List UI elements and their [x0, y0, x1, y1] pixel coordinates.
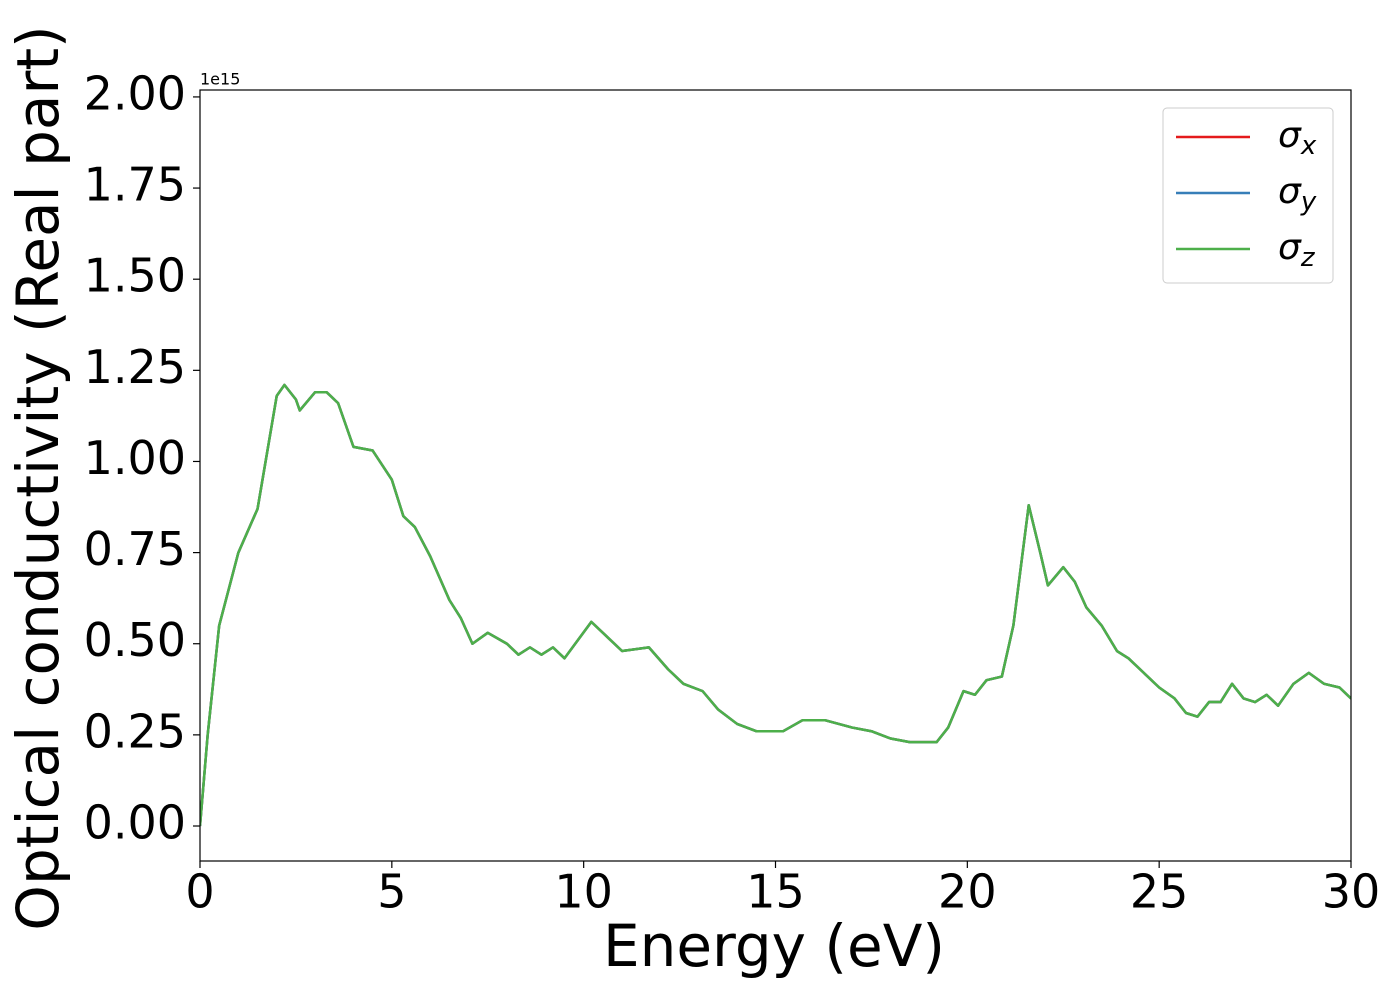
- plot-frame: [199, 89, 1352, 862]
- x-tick-label: 30: [1322, 865, 1381, 919]
- x-tick-label: 5: [377, 865, 406, 919]
- y-tick-label: 1.75: [84, 158, 186, 212]
- y-tick-label: 0.25: [84, 704, 186, 758]
- y-tick-label: 1.00: [84, 431, 186, 485]
- x-tick-label: 0: [185, 865, 214, 919]
- y-tick-label: 2.00: [84, 66, 186, 120]
- x-axis-label: Energy (eV): [603, 912, 945, 980]
- x-tick-label: 25: [1130, 865, 1189, 919]
- y-tick-label: 0.75: [84, 522, 186, 576]
- y-axis-label: Optical conductivity (Real part): [4, 25, 72, 930]
- series-line: [200, 383, 1351, 827]
- x-tick-label: 10: [554, 865, 613, 919]
- x-tick-label: 15: [746, 865, 805, 919]
- offset-label: 1e15: [200, 70, 240, 89]
- legend-box: [1162, 107, 1334, 284]
- x-tick-label: 20: [938, 865, 997, 919]
- legend-label: σx: [1278, 115, 1317, 161]
- y-tick-label: 0.00: [84, 796, 186, 850]
- y-tick-label: 1.25: [84, 340, 186, 394]
- legend-label: σz: [1278, 227, 1316, 273]
- y-tick-label: 1.50: [84, 249, 186, 303]
- legend-label: σy: [1278, 171, 1317, 217]
- y-tick-label: 0.50: [84, 613, 186, 667]
